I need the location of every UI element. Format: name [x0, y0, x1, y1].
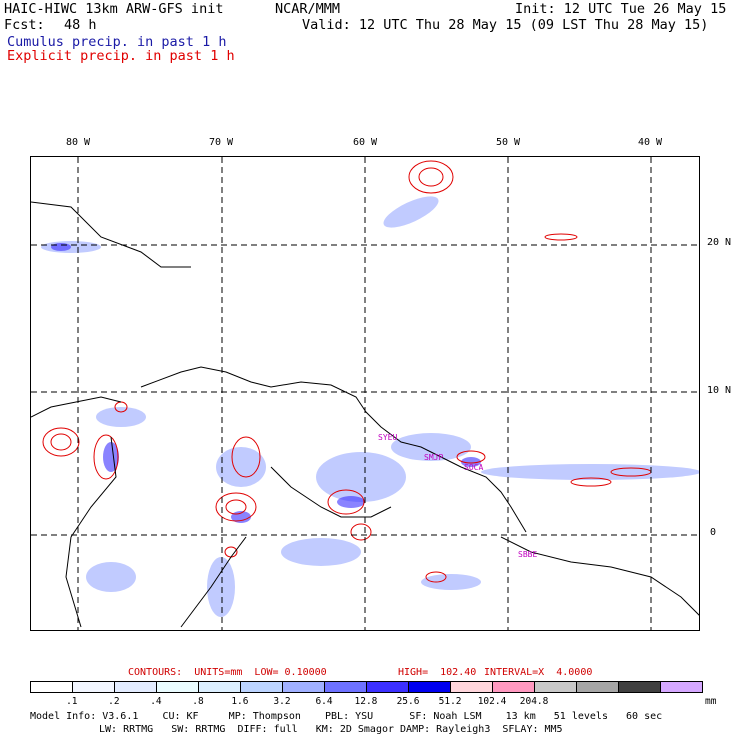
color-scale-label: 51.2 — [438, 696, 462, 707]
color-swatch — [115, 682, 157, 692]
lat-lon-grid — [31, 157, 699, 630]
station-sbbe: SBBE — [518, 550, 538, 559]
color-swatch — [283, 682, 325, 692]
color-scale-label: 3.2 — [273, 696, 291, 707]
color-scale-label: 25.6 — [396, 696, 420, 707]
color-swatch — [241, 682, 283, 692]
color-swatch — [157, 682, 199, 692]
color-scale-bar — [30, 681, 703, 693]
init-time: Init: 12 UTC Tue 26 May 15 — [515, 1, 727, 17]
coastlines — [31, 201, 699, 628]
lat-label-0: 0 — [710, 527, 717, 538]
lat-label-10n: 10 N — [707, 385, 732, 396]
org-label: NCAR/MMM — [275, 1, 341, 17]
color-scale-label: 6.4 — [315, 696, 333, 707]
station-smjp: SMJP — [424, 453, 444, 462]
lon-label-80w: 80 W — [66, 137, 91, 148]
explicit-precip-layer — [42, 160, 652, 583]
color-swatch — [661, 682, 702, 692]
color-swatch — [73, 682, 115, 692]
valid-time: Valid: 12 UTC Thu 28 May 15 (09 LST Thu … — [302, 17, 709, 33]
lon-label-40w: 40 W — [638, 137, 663, 148]
model-info-line1: Model Info: V3.6.1 CU: KF MP: Thompson P… — [30, 711, 663, 722]
color-scale-unit: mm — [705, 696, 717, 707]
color-scale-label: .2 — [108, 696, 120, 707]
lon-label-70w: 70 W — [209, 137, 234, 148]
color-scale-label: .8 — [192, 696, 204, 707]
color-scale-label: .1 — [66, 696, 78, 707]
color-swatch — [577, 682, 619, 692]
color-swatch — [535, 682, 577, 692]
contours-interval: INTERVAL=X 4.0000 — [484, 667, 593, 678]
station-syeu: SYEU — [378, 433, 398, 442]
model-info-line2: LW: RRTMG SW: RRTMG DIFF: full KM: 2D Sm… — [99, 724, 563, 735]
color-swatch — [619, 682, 661, 692]
lon-label-50w: 50 W — [496, 137, 521, 148]
color-swatch — [451, 682, 493, 692]
cumulus-precip-core — [51, 243, 481, 523]
fcst-label: Fcst: — [4, 17, 45, 33]
map-canvas — [31, 157, 699, 630]
lon-label-60w: 60 W — [353, 137, 378, 148]
color-scale-label: 204.8 — [519, 696, 549, 707]
color-swatch — [31, 682, 73, 692]
color-swatch — [325, 682, 367, 692]
color-swatch — [367, 682, 409, 692]
model-title: HAIC-HIWC 13km ARW-GFS init — [4, 1, 224, 17]
cumulus-precip-layer — [41, 196, 699, 617]
contours-units: CONTOURS: UNITS=mm LOW= 0.10000 — [128, 667, 327, 678]
precip-map: SYEU SMJP SOCA SBBE — [30, 156, 700, 631]
color-scale-label: 102.4 — [477, 696, 507, 707]
color-scale-label: .4 — [150, 696, 162, 707]
color-scale-label: 1.6 — [231, 696, 249, 707]
explicit-legend: Explicit precip. in past 1 h — [7, 48, 235, 64]
fcst-value: 48 h — [64, 17, 97, 33]
color-swatch — [199, 682, 241, 692]
color-scale-label: 12.8 — [354, 696, 378, 707]
lat-label-20n: 20 N — [707, 237, 732, 248]
color-swatch — [409, 682, 451, 692]
contours-high: HIGH= 102.40 — [398, 667, 477, 678]
station-soca: SOCA — [464, 463, 484, 472]
cumulus-legend: Cumulus precip. in past 1 h — [7, 34, 227, 50]
color-swatch — [493, 682, 535, 692]
